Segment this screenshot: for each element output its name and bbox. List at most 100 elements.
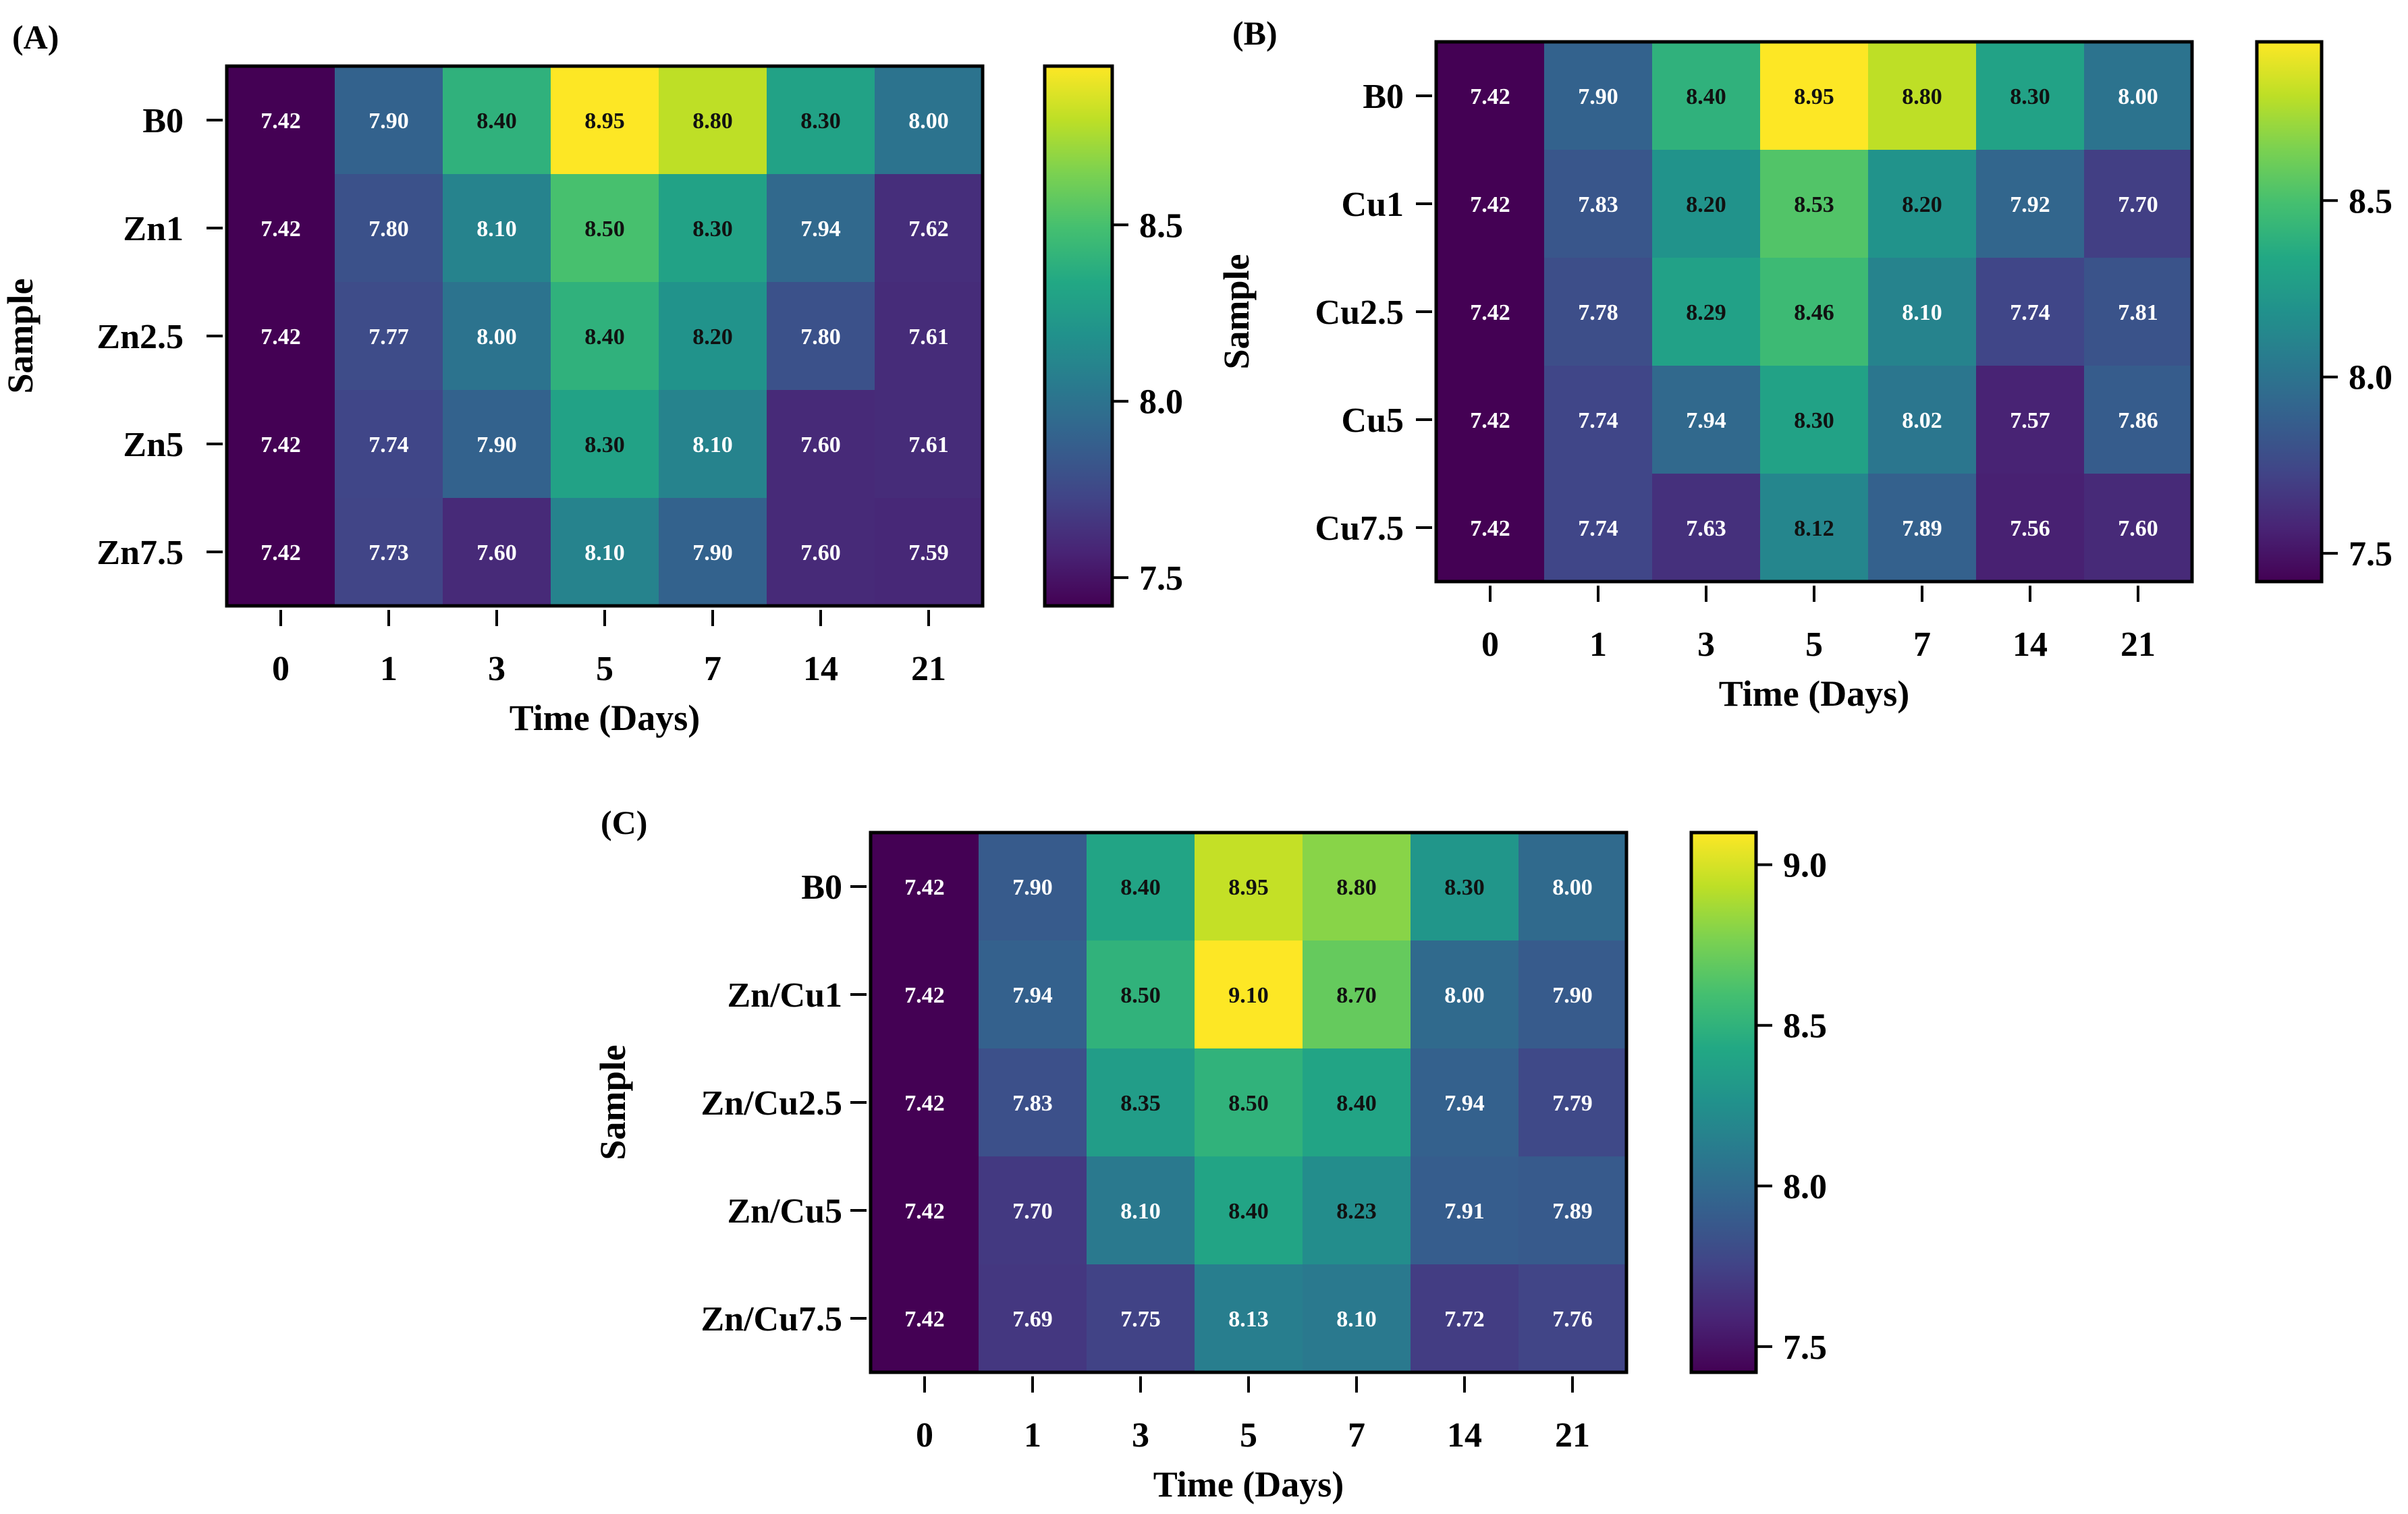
cell-value-label: 8.10	[476, 217, 517, 242]
cell-value-label: 8.40	[1336, 1091, 1377, 1116]
cell-value-label: 7.72	[1444, 1307, 1485, 1332]
cell-value-label: 8.95	[1228, 875, 1269, 900]
cell-value-label: 7.60	[476, 540, 517, 565]
heatmap-cell	[551, 498, 659, 606]
heatmap-cell	[335, 282, 443, 390]
y-axis-title: Sample	[0, 278, 40, 393]
y-tick-label: Zn7.5	[97, 534, 184, 572]
heatmap-cell	[443, 282, 551, 390]
heatmap-cell	[1544, 366, 1652, 474]
cell-value-label: 8.00	[1552, 875, 1593, 900]
heatmap-cell	[1544, 150, 1652, 258]
heatmap-cell	[227, 66, 335, 174]
heatmap-cell	[1195, 1264, 1303, 1372]
cell-value-label: 7.75	[1120, 1307, 1161, 1332]
x-tick-label: 7	[704, 650, 721, 688]
x-tick-label: 0	[272, 650, 290, 688]
cell-value-label: 7.42	[1470, 300, 1510, 325]
heatmap-cell	[1436, 258, 1544, 366]
heatmap-panel-2: (B)7.42 7.90 8.40 8.95 8.80 8.30 8.007.42 7.83 8…	[1216, 14, 2392, 714]
cell-value-label: 8.50	[584, 217, 625, 242]
cell-value-label: 8.20	[1902, 192, 1942, 217]
heatmap-cell	[875, 282, 983, 390]
x-tick-label: 14	[2013, 625, 2048, 664]
colorbar-tick-label: 7.5	[2349, 535, 2392, 573]
heatmap-cell	[659, 498, 767, 606]
cell-value-label: 8.10	[584, 540, 625, 565]
x-tick-label: 1	[380, 650, 398, 688]
cell-value-label: 7.42	[261, 217, 301, 242]
heatmap-cell	[979, 1264, 1087, 1372]
heatmap-cell	[1436, 366, 1544, 474]
cell-value-label: 7.60	[800, 432, 841, 457]
cell-value-label: 8.13	[1228, 1307, 1269, 1332]
cell-value-label: 7.69	[1012, 1307, 1053, 1332]
x-tick-label: 14	[803, 650, 838, 688]
heatmap-cell	[227, 174, 335, 282]
cell-value-label: 7.70	[2118, 192, 2158, 217]
cell-value-label: 8.20	[1686, 192, 1726, 217]
cell-value-label: 8.10	[692, 432, 733, 457]
heatmap-cell	[1652, 474, 1760, 582]
heatmap-cell	[1868, 366, 1976, 474]
y-axis-title: Sample	[593, 1044, 633, 1160]
cell-value-label: 8.70	[1336, 983, 1377, 1008]
heatmap-cell	[1087, 1048, 1195, 1156]
heatmap-cell	[1087, 1156, 1195, 1264]
heatmap-cell	[2084, 42, 2192, 150]
heatmap-cell	[551, 66, 659, 174]
heatmap-cell	[875, 498, 983, 606]
heatmap-cell	[1518, 1264, 1626, 1372]
cell-value-label: 7.42	[261, 432, 301, 457]
heatmap-cell	[443, 174, 551, 282]
cell-value-label: 7.89	[1552, 1199, 1593, 1224]
cell-value-label: 8.30	[1794, 408, 1834, 433]
cell-value-label: 8.30	[692, 217, 733, 242]
cell-value-label: 7.86	[2118, 408, 2158, 433]
heatmap-cell	[659, 66, 767, 174]
heatmap-cell	[1652, 366, 1760, 474]
heatmap-cell	[551, 390, 659, 498]
x-tick-label: 5	[1240, 1416, 1257, 1455]
heatmap-cell	[1411, 833, 1518, 941]
cell-value-label: 7.60	[800, 540, 841, 565]
heatmap-cell	[1976, 474, 2084, 582]
heatmap-cell	[1868, 42, 1976, 150]
cell-value-label: 7.42	[261, 325, 301, 349]
cell-value-label: 7.90	[1552, 983, 1593, 1008]
cell-value-label: 7.42	[904, 983, 945, 1008]
heatmap-cell	[1303, 1264, 1411, 1372]
heatmap-cell	[1544, 474, 1652, 582]
cell-value-label: 7.90	[692, 540, 733, 565]
x-tick-label: 3	[1132, 1416, 1149, 1455]
colorbar-tick-label: 8.0	[1139, 383, 1183, 422]
cell-value-label: 8.40	[476, 109, 517, 134]
heatmap-cell	[1544, 42, 1652, 150]
heatmap-cell	[871, 1156, 979, 1264]
x-tick-label: 21	[1555, 1416, 1590, 1455]
heatmap-cell	[1760, 150, 1868, 258]
heatmap-cell	[1436, 150, 1544, 258]
cell-value-label: 8.23	[1336, 1199, 1377, 1224]
cell-value-label: 8.00	[2118, 84, 2158, 109]
cell-value-label: 7.94	[1686, 408, 1726, 433]
cell-value-label: 7.83	[1578, 192, 1618, 217]
y-tick-label: Cu7.5	[1315, 509, 1404, 548]
cell-value-label: 7.76	[1552, 1307, 1593, 1332]
heatmap-cell	[659, 174, 767, 282]
heatmap-cell	[1652, 42, 1760, 150]
colorbar-tick-label: 8.0	[1783, 1168, 1827, 1206]
heatmap-cell	[2084, 366, 2192, 474]
heatmap-cell	[1411, 1264, 1518, 1372]
cell-value-label: 7.42	[1470, 516, 1510, 541]
heatmap-cell	[1976, 258, 2084, 366]
colorbar-tick-label: 9.0	[1783, 847, 1827, 885]
heatmap-cell	[1976, 42, 2084, 150]
cell-value-label: 8.46	[1794, 300, 1834, 325]
heatmap-cell	[875, 66, 983, 174]
heatmap-cell	[335, 174, 443, 282]
cell-value-label: 8.30	[584, 432, 625, 457]
heatmap-cell	[1760, 366, 1868, 474]
x-tick-label: 1	[1589, 625, 1607, 664]
